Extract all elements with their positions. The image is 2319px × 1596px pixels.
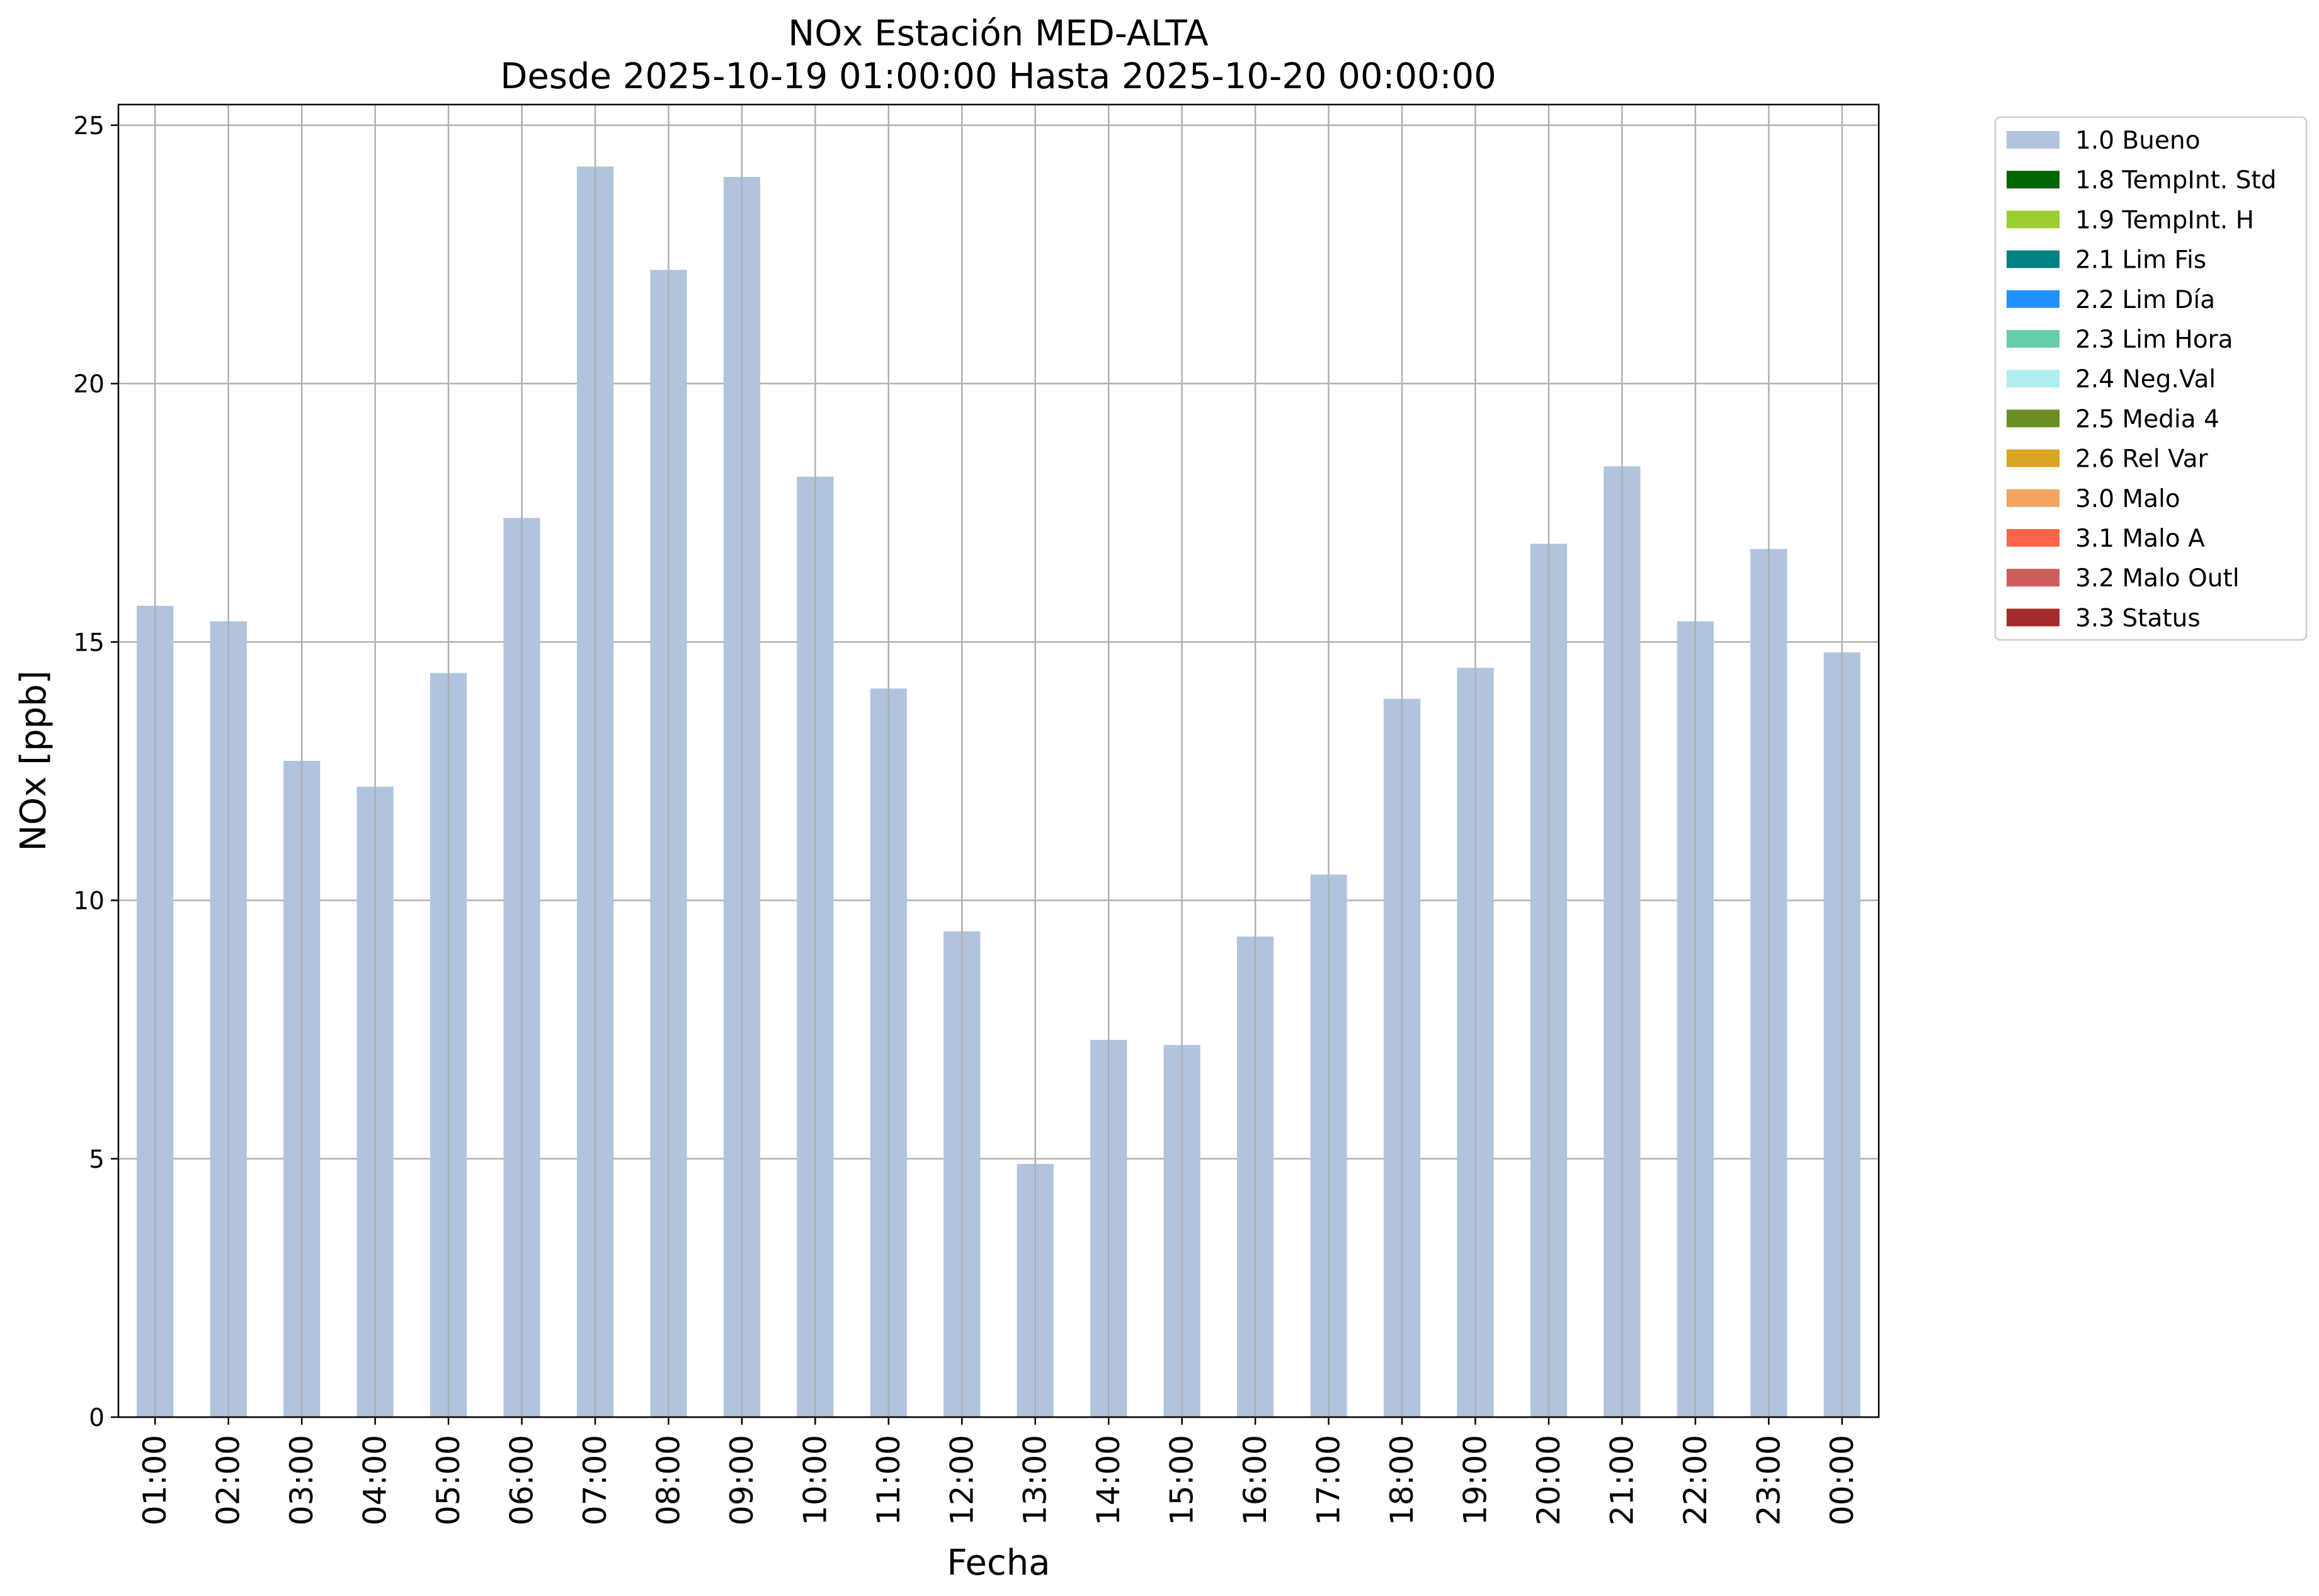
bars <box>137 166 1860 1418</box>
x-tick-label: 20:00 <box>1530 1435 1567 1525</box>
x-tick-label: 01:00 <box>137 1435 173 1525</box>
legend-swatch <box>2007 330 2060 348</box>
legend-label: 3.1 Malo A <box>2075 525 2205 553</box>
legend-label: 2.1 Lim Fis <box>2075 246 2206 275</box>
x-tick-label: 07:00 <box>577 1435 613 1525</box>
y-tick-label: 15 <box>73 629 105 657</box>
legend-label: 2.5 Media 4 <box>2075 405 2219 433</box>
x-tick-label: 00:00 <box>1824 1435 1860 1525</box>
legend-label: 3.0 Malo <box>2075 485 2180 513</box>
y-tick-label: 20 <box>73 370 105 399</box>
legend-swatch <box>2007 529 2060 547</box>
x-tick-label: 03:00 <box>283 1435 320 1525</box>
x-tick-label: 18:00 <box>1384 1435 1420 1525</box>
legend-label: 2.2 Lim Día <box>2075 286 2215 314</box>
y-tick-label: 5 <box>89 1146 105 1174</box>
x-tick-label: 13:00 <box>1017 1435 1054 1525</box>
legend-swatch <box>2007 290 2060 308</box>
chart-subtitle: Desde 2025-10-19 01:00:00 Hasta 2025-10-… <box>500 56 1496 97</box>
x-tick-label: 14:00 <box>1090 1435 1127 1525</box>
legend-label: 1.0 Bueno <box>2075 127 2200 155</box>
x-tick-label: 15:00 <box>1164 1435 1200 1525</box>
y-tick-label: 25 <box>73 112 105 140</box>
legend-swatch <box>2007 171 2060 189</box>
y-tick-label: 10 <box>73 887 105 916</box>
legend-swatch <box>2007 210 2060 229</box>
legend: 1.0 Bueno 1.8 TempInt. Std 1.9 TempInt. H 2… <box>1994 116 2308 641</box>
x-tick-label: 08:00 <box>650 1435 687 1525</box>
legend-label: 2.6 Rel Var <box>2075 445 2209 474</box>
x-grid <box>154 105 1843 1417</box>
x-tick-label: 21:00 <box>1604 1435 1640 1525</box>
x-tick-label: 05:00 <box>430 1435 467 1525</box>
x-tick-label: 11:00 <box>870 1435 907 1525</box>
x-tick-label: 02:00 <box>210 1435 247 1525</box>
legend-swatch <box>2007 608 2060 627</box>
x-axis-ticks: 01:00 02:00 03:00 04:00 05:00 06:00 07:00 08:00… <box>137 1417 1860 1525</box>
legend-swatch <box>2007 250 2060 268</box>
legend-label: 3.3 Status <box>2075 604 2201 632</box>
legend-swatch <box>2007 409 2060 428</box>
x-tick-label: 12:00 <box>943 1435 980 1525</box>
plot-frame <box>117 103 1880 1418</box>
legend-label: 1.9 TempInt. H <box>2075 206 2254 234</box>
y-tick-label: 0 <box>89 1404 105 1432</box>
x-tick-label: 09:00 <box>724 1435 760 1525</box>
legend-box <box>1994 116 2308 641</box>
x-axis-label: Fecha <box>947 1542 1050 1583</box>
legend-label: 3.2 Malo Outl <box>2075 564 2240 593</box>
x-tick-label: 06:00 <box>504 1435 540 1525</box>
x-tick-label: 19:00 <box>1457 1435 1493 1525</box>
x-tick-label: 23:00 <box>1750 1435 1787 1525</box>
legend-swatch <box>2007 489 2060 507</box>
y-axis-ticks: 0 5 10 15 20 25 <box>73 112 118 1432</box>
legend-label: 2.4 Neg.Val <box>2075 365 2216 394</box>
x-tick-label: 22:00 <box>1677 1435 1714 1525</box>
x-tick-label: 16:00 <box>1237 1435 1273 1525</box>
legend-label: 1.8 TempInt. Std <box>2075 166 2276 195</box>
legend-swatch <box>2007 569 2060 587</box>
chart-title: NOx Estación MED-ALTA <box>788 13 1208 54</box>
y-axis-label: NOx [ppb] <box>13 670 54 851</box>
legend-swatch <box>2007 370 2060 388</box>
x-tick-label: 10:00 <box>797 1435 833 1525</box>
legend-label: 2.3 Lim Hora <box>2075 326 2233 354</box>
x-tick-label: 04:00 <box>357 1435 394 1525</box>
x-tick-label: 17:00 <box>1311 1435 1347 1525</box>
legend-swatch <box>2007 131 2060 149</box>
legend-swatch <box>2007 449 2060 467</box>
